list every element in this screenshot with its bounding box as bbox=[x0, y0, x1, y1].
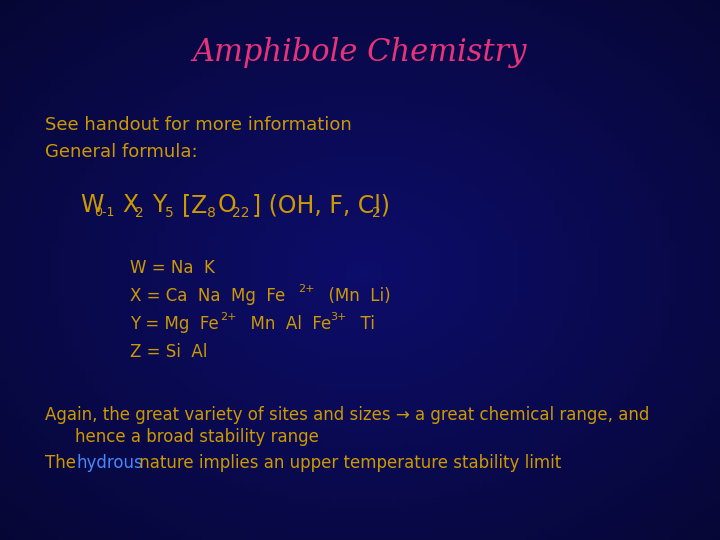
Text: Mn  Al  Fe: Mn Al Fe bbox=[240, 315, 331, 333]
Text: 0-1: 0-1 bbox=[94, 206, 114, 219]
Text: Z = Si  Al: Z = Si Al bbox=[130, 343, 207, 361]
Text: 2: 2 bbox=[135, 206, 144, 220]
Text: W = Na  K: W = Na K bbox=[130, 259, 215, 277]
Text: ] (OH, F, Cl): ] (OH, F, Cl) bbox=[252, 193, 390, 217]
Text: W: W bbox=[80, 193, 104, 217]
Text: 22: 22 bbox=[232, 206, 250, 220]
Text: nature implies an upper temperature stability limit: nature implies an upper temperature stab… bbox=[134, 454, 562, 472]
Text: 5: 5 bbox=[165, 206, 174, 220]
Text: 8: 8 bbox=[207, 206, 216, 220]
Text: (Mn  Li): (Mn Li) bbox=[318, 287, 391, 305]
Text: 2: 2 bbox=[372, 206, 381, 220]
Text: General formula:: General formula: bbox=[45, 143, 197, 161]
Text: O: O bbox=[218, 193, 237, 217]
Text: The: The bbox=[45, 454, 81, 472]
Text: Y: Y bbox=[152, 193, 166, 217]
Text: X = Ca  Na  Mg  Fe: X = Ca Na Mg Fe bbox=[130, 287, 285, 305]
Text: hydrous: hydrous bbox=[77, 454, 144, 472]
Text: See handout for more information: See handout for more information bbox=[45, 116, 352, 134]
Text: Again, the great variety of sites and sizes → a great chemical range, and: Again, the great variety of sites and si… bbox=[45, 406, 649, 424]
Text: 3+: 3+ bbox=[330, 312, 346, 322]
Text: Ti: Ti bbox=[350, 315, 375, 333]
Text: Amphibole Chemistry: Amphibole Chemistry bbox=[193, 37, 527, 68]
Text: 2+: 2+ bbox=[298, 284, 315, 294]
Text: hence a broad stability range: hence a broad stability range bbox=[75, 428, 319, 446]
Text: [Z: [Z bbox=[182, 193, 207, 217]
Text: Y = Mg  Fe: Y = Mg Fe bbox=[130, 315, 219, 333]
Text: 2+: 2+ bbox=[220, 312, 236, 322]
Text: X: X bbox=[122, 193, 138, 217]
